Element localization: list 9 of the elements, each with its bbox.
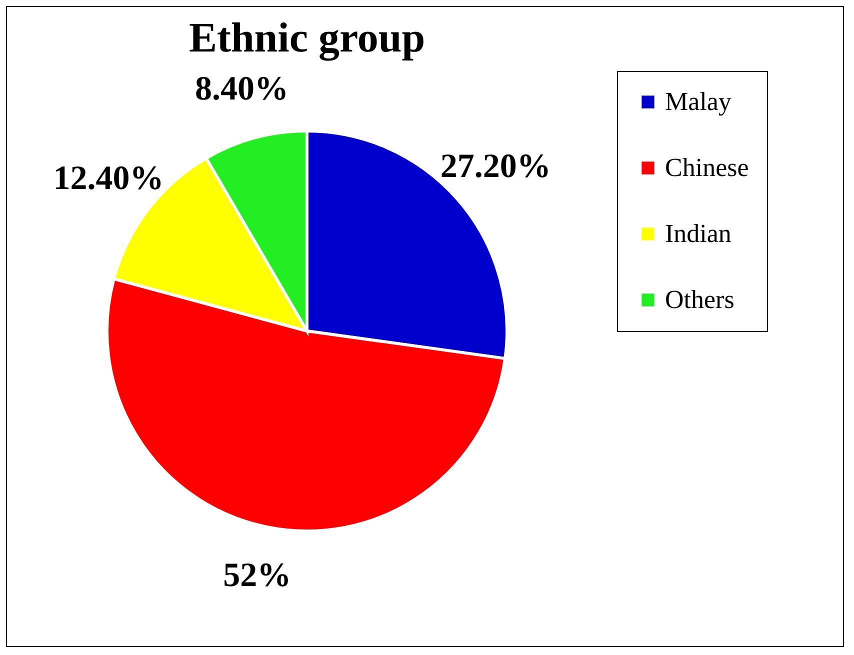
data-label: 27.20% — [440, 148, 551, 185]
legend-label: Malay — [665, 87, 732, 116]
chart-title: Ethnic group — [188, 16, 426, 62]
legend-label: Indian — [665, 219, 732, 248]
data-label: 8.40% — [195, 70, 289, 108]
data-label: 52% — [223, 556, 292, 594]
legend-label: Others — [665, 285, 734, 314]
data-label: 12.40% — [53, 160, 164, 198]
legend-label: Chinese — [665, 153, 749, 182]
